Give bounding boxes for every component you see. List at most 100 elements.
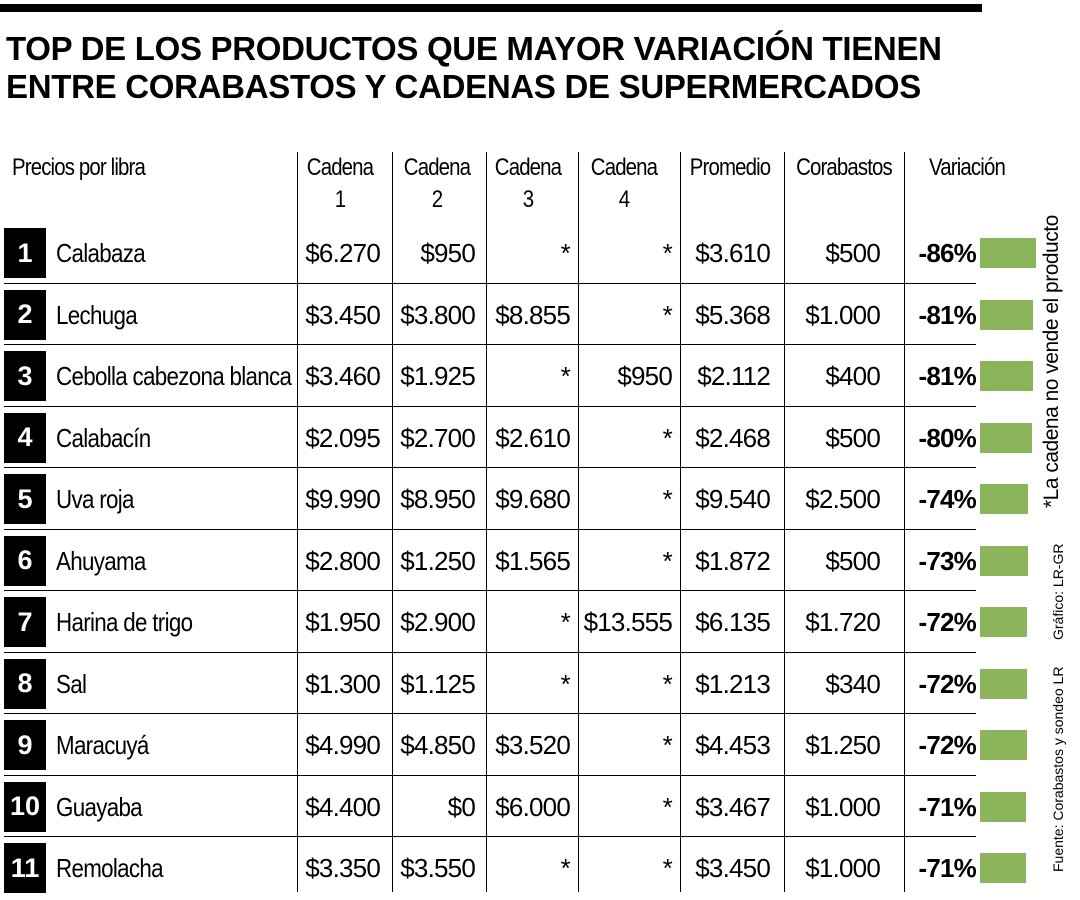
price-corabastos: $500 (825, 545, 880, 576)
price-c3: * (560, 238, 571, 268)
price-c3: $6.000 (495, 791, 571, 822)
rank-badge: 11 (4, 843, 46, 893)
price-c2: $4.850 (400, 730, 476, 760)
price-promedio: $5.368 (695, 299, 771, 330)
variation-bar (980, 791, 1027, 822)
header-promedio: Promedio (689, 154, 771, 181)
price-c3: $8.855 (495, 299, 571, 330)
price-corabastos: $1.720 (805, 607, 881, 637)
price-c2: $2.900 (400, 607, 476, 637)
price-c2: $2.700 (400, 422, 476, 453)
product-name: Uva roja (56, 484, 134, 514)
price-promedio: $2.112 (697, 361, 771, 391)
variation-label: -80% (918, 422, 977, 453)
price-corabastos: $500 (825, 238, 880, 268)
header-cadena-1-number: 1 (334, 186, 346, 213)
column-divider (784, 152, 785, 892)
row-divider (4, 405, 976, 407)
row-divider (4, 774, 976, 776)
row-divider (4, 467, 976, 468)
header-cadena-3-word: Cadena (494, 154, 562, 181)
price-c2: $1.250 (400, 545, 476, 576)
variation-bar (980, 607, 1027, 637)
price-c4: * (662, 791, 673, 822)
price-c3: * (560, 361, 571, 391)
price-c1: $2.095 (305, 422, 381, 453)
price-c2: $1.925 (400, 361, 476, 391)
rank-badge: 10 (4, 781, 46, 832)
price-promedio: $4.453 (695, 730, 771, 760)
price-c1: $1.300 (305, 668, 381, 699)
price-promedio: $3.467 (695, 791, 771, 822)
price-corabastos: $1.000 (805, 299, 881, 330)
top-rule (0, 4, 982, 12)
column-divider (578, 152, 579, 892)
variation-label: -73% (918, 545, 977, 576)
price-c2: $3.800 (400, 299, 476, 330)
header-cadena-1-word: Cadena (306, 154, 374, 181)
rank-badge: 4 (4, 412, 46, 463)
variation-bar (980, 853, 1027, 883)
product-name: Sal (56, 668, 87, 699)
price-c1: $3.350 (305, 853, 381, 883)
price-promedio: $6.135 (695, 607, 771, 637)
header-cadena-4-number: 4 (618, 186, 630, 213)
header-variacion: Variación (929, 154, 1006, 181)
variation-label: -81% (918, 361, 977, 391)
variation-bar (980, 299, 1033, 330)
product-name: Ahuyama (56, 545, 146, 576)
rank-badge: 1 (4, 228, 46, 278)
row-divider (4, 590, 976, 591)
header-cadena-1: Cadena 1 (304, 152, 375, 216)
header-product: Precios por libra (12, 154, 146, 181)
chart-title: TOP DE LOS PRODUCTOS QUE MAYOR VARIACIÓN… (6, 30, 981, 106)
product-name: Remolacha (56, 853, 164, 883)
price-corabastos: $500 (825, 422, 880, 453)
price-c3: $2.610 (495, 422, 571, 453)
header-cadena-2-word: Cadena (403, 154, 471, 181)
price-c1: $9.990 (305, 484, 381, 514)
header-corabastos: Corabastos (796, 154, 893, 181)
variation-bar (980, 484, 1029, 514)
price-corabastos: $400 (825, 361, 880, 391)
price-c3: * (560, 668, 571, 699)
rank-badge: 5 (4, 474, 46, 524)
header-cadena-3: Cadena 3 (492, 152, 563, 216)
price-c4: * (662, 484, 673, 514)
product-name: Lechuga (56, 299, 138, 330)
column-divider (680, 152, 681, 892)
variation-bar (980, 668, 1027, 699)
price-c2: $8.950 (400, 484, 476, 514)
price-c2: $3.550 (400, 853, 476, 883)
variation-label: -71% (918, 791, 977, 822)
column-divider (486, 152, 487, 892)
price-c4: * (662, 668, 673, 699)
row-divider (4, 651, 976, 653)
price-corabastos: $1.000 (805, 791, 881, 822)
price-c1: $3.460 (305, 361, 381, 391)
header-cadena-2: Cadena 2 (400, 152, 475, 216)
variation-label: -71% (918, 853, 977, 883)
row-divider (4, 528, 976, 530)
price-c1: $2.800 (305, 545, 381, 576)
product-name: Maracuyá (56, 730, 149, 760)
rank-badge: 7 (4, 597, 46, 647)
price-corabastos: $1.000 (805, 853, 881, 883)
price-corabastos: $2.500 (805, 484, 881, 514)
variation-label: -72% (918, 668, 977, 699)
header-cadena-3-number: 3 (522, 186, 534, 213)
price-c3: * (560, 853, 571, 883)
variation-bar (980, 238, 1036, 268)
price-c1: $1.950 (305, 607, 381, 637)
variation-label: -86% (918, 238, 977, 268)
price-c3: $3.520 (495, 730, 571, 760)
price-c4: * (662, 853, 673, 883)
price-c4: $13.555 (583, 607, 673, 637)
variation-label: -74% (918, 484, 977, 514)
variation-bar (980, 361, 1033, 391)
variation-label: -72% (918, 607, 977, 637)
row-divider (4, 344, 976, 345)
price-c3: $9.680 (495, 484, 571, 514)
price-promedio: $3.610 (695, 238, 771, 268)
product-name: Calabacín (56, 422, 151, 453)
